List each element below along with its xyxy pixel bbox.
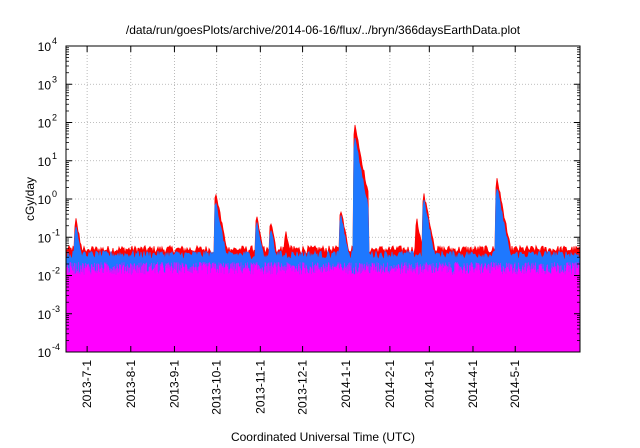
series-area [66, 261, 580, 352]
y-tick-label: 10 [38, 193, 52, 207]
x-tick-label: 2013-10-1 [210, 360, 224, 415]
y-tick-label: 10 [38, 308, 52, 322]
y-tick-label: 10 [38, 40, 52, 54]
y-tick-label: 10 [38, 270, 52, 284]
x-tick-label: 2014-3-1 [422, 360, 436, 408]
x-tick-label: 2013-7-1 [80, 360, 94, 408]
chart-title: /data/run/goesPlots/archive/2014-06-16/f… [126, 23, 521, 37]
y-tick-label: 10 [38, 231, 52, 245]
y-tick-label: 10 [38, 155, 52, 169]
plot-area [66, 124, 580, 352]
y-tick-label-exponent: -4 [52, 342, 60, 352]
y-tick-label: 10 [38, 117, 52, 131]
x-tick-label: 2013-11-1 [253, 360, 267, 414]
x-tick-label: 2014-2-1 [383, 360, 397, 408]
y-tick-label: 10 [38, 78, 52, 92]
x-axis: 2013-7-1 2013-8-1 2013-9-1 2013-10-1 2013-11… [80, 46, 522, 415]
x-tick-label: 2013-12-1 [296, 360, 310, 415]
y-tick-label-exponent: -2 [52, 266, 60, 276]
y-tick-label-exponent: 0 [52, 189, 57, 199]
y-axis-label: cGy/day [23, 177, 37, 221]
x-tick-label: 2014-4-1 [466, 360, 480, 408]
series-band [66, 277, 580, 301]
x-tick-label: 2014-1-1 [339, 360, 353, 408]
y-tick-label: 10 [38, 346, 52, 360]
x-tick-label: 2014-5-1 [508, 360, 522, 408]
x-axis-label: Coordinated Universal Time (UTC) [231, 430, 415, 444]
y-tick-label-exponent: 2 [52, 113, 57, 123]
y-tick-label-exponent: 1 [52, 151, 57, 161]
x-tick-label: 2013-8-1 [124, 360, 138, 408]
y-tick-label-exponent: -1 [52, 227, 60, 237]
x-tick-label: 2013-9-1 [167, 360, 181, 408]
y-tick-label-exponent: 3 [52, 74, 57, 84]
series-dropout [226, 300, 230, 352]
y-tick-label-exponent: -3 [52, 304, 60, 314]
y-tick-label-exponent: 4 [52, 36, 57, 46]
series-dropout [360, 300, 364, 352]
